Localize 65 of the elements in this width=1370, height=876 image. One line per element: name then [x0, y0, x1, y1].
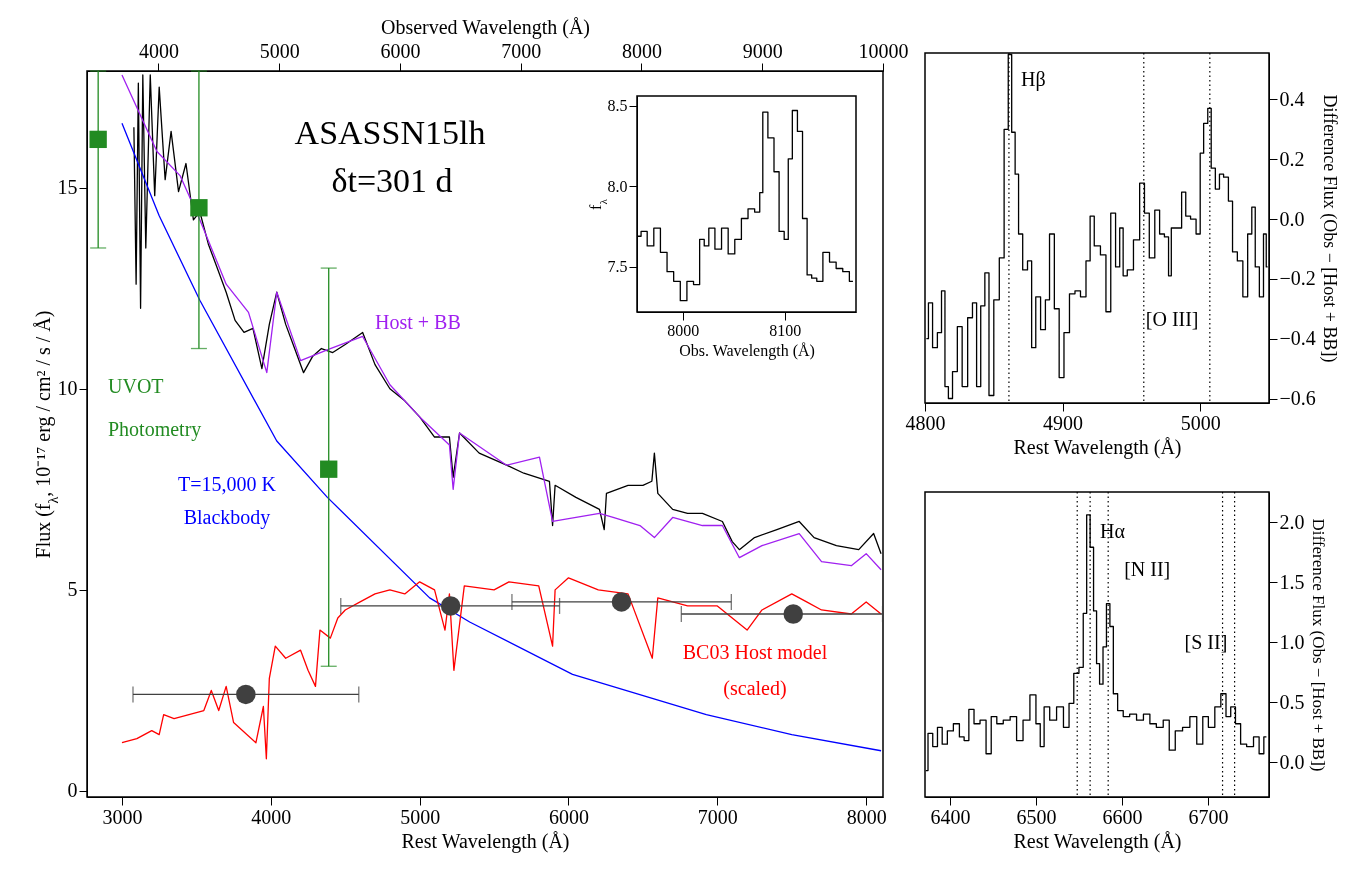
x-tick-label: 7000	[697, 805, 738, 828]
x-axis-title: Obs. Wavelength (Å)	[679, 341, 815, 360]
ref-line-label: [S II]	[1184, 631, 1228, 653]
y-axis-title: Difference Flux (Obs − [Host + BB])	[1308, 518, 1328, 772]
x2-axis-title: Observed Wavelength (Å)	[380, 15, 591, 39]
point	[320, 460, 338, 478]
x2-tick-label: 8000	[622, 39, 662, 62]
y-tick-label: 0.5	[1279, 690, 1305, 713]
y-tick-label: 10	[57, 377, 78, 400]
x2-tick-label: 6000	[380, 39, 421, 62]
ref-line-label: Hβ	[1020, 68, 1046, 91]
x2-tick-label: 4000	[138, 39, 179, 62]
y-tick-label: 5	[67, 578, 78, 601]
x-tick-label: 6700	[1188, 805, 1229, 828]
x2-tick-label: 5000	[259, 39, 300, 62]
x-tick-label: 3000	[102, 805, 143, 828]
y-tick-label: 8.0	[607, 177, 628, 195]
y-tick-label: −0.6	[1279, 387, 1316, 410]
x-tick-label: 4800	[905, 411, 946, 434]
y-tick-label: −0.4	[1279, 327, 1316, 350]
x2-tick-label: 9000	[742, 39, 783, 62]
series-label: BC03 Host model (scaled)	[682, 641, 828, 700]
ref-line-label: [O III]	[1145, 308, 1199, 330]
y-tick-label: 2.0	[1279, 510, 1305, 533]
x-tick-label: 6000	[549, 805, 589, 828]
ref-line-label: [N II]	[1124, 558, 1171, 580]
y-tick-label: 15	[57, 176, 78, 199]
y-tick-label: 0.0	[1279, 750, 1305, 773]
x-tick-label: 8100	[769, 321, 802, 339]
text: UVOT Photometry	[108, 375, 202, 441]
y-tick-label: 1.0	[1279, 630, 1305, 653]
y-tick-label: 0.2	[1279, 147, 1305, 170]
x-axis-title: Rest Wavelength (Å)	[1013, 829, 1182, 853]
x-tick-label: 6400	[930, 805, 971, 828]
y-tick-label: −0.2	[1279, 267, 1316, 290]
x-tick-label: 4900	[1043, 411, 1084, 434]
series-label: Host + BB	[375, 311, 461, 333]
point	[190, 199, 208, 217]
point	[783, 604, 803, 624]
x-tick-label: 5000	[400, 805, 441, 828]
y-tick-label: 0.0	[1279, 207, 1305, 230]
annotation: δt=301 d	[331, 162, 453, 199]
x-axis-title: Rest Wavelength (Å)	[401, 829, 570, 853]
series-label: T=15,000 K Blackbody	[178, 473, 277, 529]
x-axis-title: Rest Wavelength (Å)	[1013, 435, 1182, 459]
line-series	[121, 577, 882, 760]
point	[611, 592, 632, 612]
y-tick-label: 0	[67, 779, 78, 802]
x2-tick-label: 10000	[858, 39, 909, 62]
y-tick-label: 1.5	[1279, 570, 1305, 593]
x-tick-label: 4000	[251, 805, 292, 828]
y-tick-label: 8.5	[607, 97, 628, 115]
x-tick-label: 5000	[1180, 411, 1221, 434]
x-tick-label: 6500	[1016, 805, 1057, 828]
y-tick-label: 0.4	[1279, 87, 1305, 110]
ref-line-label: Hα	[1100, 520, 1126, 542]
point	[440, 596, 461, 616]
x-tick-label: 6600	[1102, 805, 1143, 828]
point	[236, 684, 256, 705]
y-axis-title: Difference Flux (Obs − [Host + BB])	[1318, 94, 1340, 363]
x-tick-label: 8000	[846, 805, 887, 828]
x2-tick-label: 7000	[501, 39, 542, 62]
annotation: ASASSN15lh	[294, 114, 486, 151]
y-tick-label: 7.5	[607, 258, 628, 276]
point	[89, 130, 107, 149]
